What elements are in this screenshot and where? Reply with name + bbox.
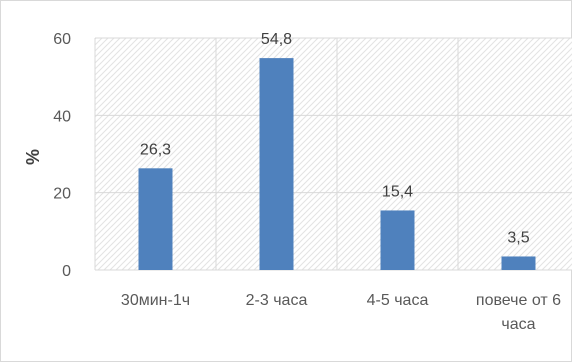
y-tick-label: 20 bbox=[53, 186, 71, 203]
category-label: часа bbox=[501, 316, 535, 333]
category-label: 30мин-1ч bbox=[121, 292, 190, 309]
gridlines bbox=[94, 37, 572, 271]
data-label: 26,3 bbox=[140, 141, 171, 158]
y-tick-label: 0 bbox=[62, 263, 71, 280]
category-label: 4-5 часа bbox=[367, 292, 429, 309]
y-tick-label: 60 bbox=[53, 31, 71, 48]
data-label: 15,4 bbox=[382, 183, 413, 200]
bar bbox=[380, 210, 415, 270]
category-label: 2-3 часа bbox=[246, 292, 308, 309]
labels: 0 20 40 60 26,3 30мин-1ч 54,8 2-3 часа 15,4 4-5 ч… bbox=[53, 31, 561, 333]
y-tick-label: 40 bbox=[53, 108, 71, 125]
bar bbox=[259, 58, 294, 271]
data-label: 54,8 bbox=[261, 31, 292, 48]
y-axis-title: % bbox=[23, 149, 43, 165]
data-label: 3,5 bbox=[507, 229, 529, 246]
category-label: повече от 6 bbox=[476, 292, 561, 309]
bars bbox=[138, 58, 536, 271]
bar bbox=[501, 256, 536, 270]
bar bbox=[138, 168, 173, 270]
plot-area bbox=[95, 38, 572, 270]
